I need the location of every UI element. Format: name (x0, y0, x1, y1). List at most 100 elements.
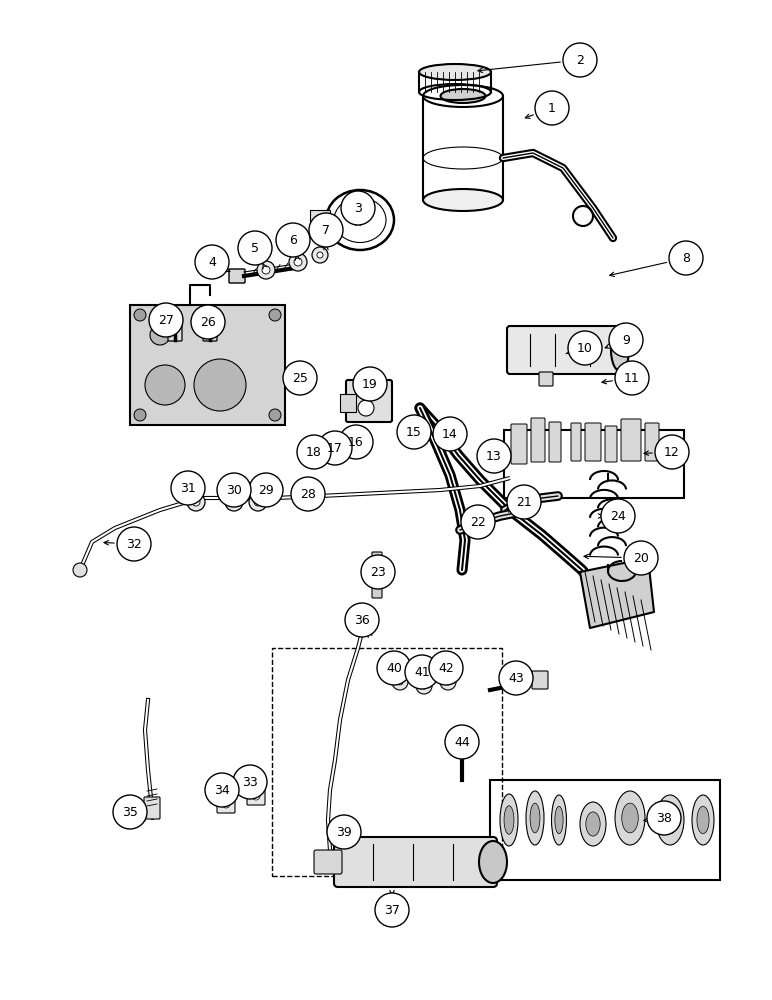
Ellipse shape (580, 802, 606, 846)
Circle shape (345, 603, 379, 637)
Circle shape (309, 213, 343, 247)
Circle shape (601, 499, 635, 533)
Circle shape (647, 801, 681, 835)
FancyBboxPatch shape (247, 787, 265, 805)
Circle shape (249, 473, 283, 507)
Circle shape (341, 191, 375, 225)
FancyBboxPatch shape (229, 269, 245, 283)
Text: 41: 41 (414, 666, 430, 678)
FancyBboxPatch shape (549, 422, 561, 462)
Circle shape (254, 498, 262, 506)
FancyBboxPatch shape (645, 423, 659, 461)
Circle shape (134, 409, 146, 421)
FancyBboxPatch shape (539, 372, 553, 386)
Text: 18: 18 (306, 446, 322, 458)
Circle shape (445, 725, 479, 759)
Circle shape (297, 435, 331, 469)
FancyBboxPatch shape (504, 430, 684, 498)
Text: 39: 39 (336, 826, 352, 838)
Circle shape (150, 325, 170, 345)
Text: 38: 38 (656, 812, 672, 824)
Circle shape (191, 305, 225, 339)
Ellipse shape (551, 795, 567, 845)
Text: 27: 27 (158, 314, 174, 326)
Circle shape (195, 245, 229, 279)
Ellipse shape (692, 795, 714, 845)
Text: 19: 19 (362, 377, 378, 390)
Circle shape (294, 258, 302, 266)
Text: 21: 21 (516, 495, 532, 508)
Text: 10: 10 (577, 342, 593, 355)
Circle shape (332, 455, 338, 461)
Circle shape (327, 815, 361, 849)
Circle shape (392, 674, 408, 690)
Circle shape (349, 446, 361, 458)
Circle shape (252, 792, 260, 800)
Circle shape (499, 661, 533, 695)
Text: 7: 7 (322, 224, 330, 236)
Text: 42: 42 (438, 662, 454, 674)
Circle shape (669, 241, 703, 275)
FancyBboxPatch shape (168, 323, 182, 341)
Circle shape (233, 765, 267, 799)
FancyBboxPatch shape (340, 394, 356, 412)
Circle shape (134, 309, 146, 321)
Text: 8: 8 (682, 251, 690, 264)
Circle shape (329, 452, 341, 464)
Ellipse shape (697, 806, 709, 834)
Circle shape (375, 893, 409, 927)
Text: 4: 4 (208, 255, 216, 268)
FancyBboxPatch shape (310, 210, 330, 230)
Circle shape (222, 800, 230, 808)
Circle shape (477, 439, 511, 473)
Circle shape (205, 773, 239, 807)
FancyBboxPatch shape (314, 850, 342, 874)
Circle shape (377, 651, 411, 685)
Circle shape (230, 498, 238, 506)
Text: 3: 3 (354, 202, 362, 215)
Text: 12: 12 (664, 446, 680, 458)
Text: 5: 5 (251, 241, 259, 254)
FancyBboxPatch shape (217, 795, 235, 813)
Text: 26: 26 (200, 316, 216, 328)
FancyBboxPatch shape (605, 426, 617, 462)
Circle shape (192, 498, 200, 506)
Text: 1: 1 (548, 102, 556, 114)
FancyBboxPatch shape (334, 837, 497, 887)
FancyBboxPatch shape (532, 671, 548, 689)
Circle shape (283, 361, 317, 395)
Ellipse shape (419, 64, 491, 80)
Ellipse shape (615, 791, 645, 845)
Text: 36: 36 (354, 613, 370, 626)
Circle shape (615, 361, 649, 395)
Circle shape (361, 555, 395, 589)
Circle shape (429, 651, 463, 685)
Text: 13: 13 (486, 450, 502, 462)
Text: 16: 16 (348, 436, 364, 448)
Circle shape (309, 456, 321, 468)
Text: 24: 24 (610, 510, 626, 522)
Circle shape (461, 505, 495, 539)
Circle shape (568, 331, 602, 365)
Circle shape (73, 563, 87, 577)
Circle shape (405, 655, 439, 689)
Circle shape (269, 309, 281, 321)
FancyBboxPatch shape (507, 326, 623, 374)
Text: 33: 33 (242, 776, 258, 788)
FancyBboxPatch shape (571, 423, 581, 461)
FancyBboxPatch shape (585, 423, 601, 461)
Ellipse shape (441, 89, 486, 103)
Circle shape (257, 261, 275, 279)
Circle shape (291, 477, 325, 511)
Text: 25: 25 (292, 371, 308, 384)
Circle shape (312, 459, 318, 465)
Text: 37: 37 (384, 904, 400, 916)
Ellipse shape (500, 794, 518, 846)
Text: 14: 14 (442, 428, 458, 440)
Circle shape (609, 323, 643, 357)
Circle shape (145, 365, 185, 405)
Text: 43: 43 (508, 672, 524, 684)
Circle shape (187, 493, 205, 511)
FancyBboxPatch shape (455, 731, 469, 749)
Text: 29: 29 (258, 484, 274, 496)
